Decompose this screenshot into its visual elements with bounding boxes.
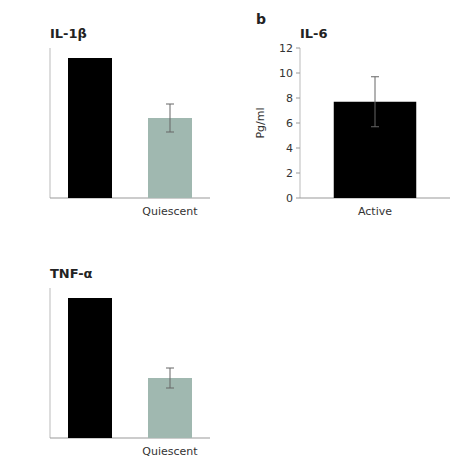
y-tick-label: 4 xyxy=(286,142,293,155)
panel-title: IL-1β xyxy=(50,26,87,41)
error-cap xyxy=(166,132,174,133)
chart-svg: Quiescent IL-1β 0 2 4 6 8 10 12 Pg/ml Active IL-6 b Q… xyxy=(0,0,474,474)
error-bar xyxy=(166,104,174,132)
error-cap xyxy=(371,76,379,77)
panel: Quiescent TNF-α xyxy=(50,266,210,458)
bar xyxy=(68,298,112,438)
panel-label: b xyxy=(256,11,266,27)
y-tick-label: 10 xyxy=(279,67,293,80)
y-tick xyxy=(296,73,300,74)
y-tick-label: 0 xyxy=(286,192,293,205)
error-cap xyxy=(371,126,379,127)
x-tick-label: Quiescent xyxy=(142,205,198,218)
panel-title: IL-6 xyxy=(300,26,328,41)
error-line xyxy=(170,368,171,388)
y-tick xyxy=(296,148,300,149)
y-axis-line xyxy=(50,288,51,438)
y-tick-label: 6 xyxy=(286,117,293,130)
error-line xyxy=(375,77,376,127)
marks xyxy=(334,77,417,198)
y-tick xyxy=(296,98,300,99)
y-tick-label: 8 xyxy=(286,92,293,105)
error-cap xyxy=(166,368,174,369)
y-tick xyxy=(296,123,300,124)
marks xyxy=(68,58,192,198)
chart-container: Quiescent IL-1β 0 2 4 6 8 10 12 Pg/ml Active IL-6 b Q… xyxy=(0,0,474,474)
y-axis-label: Pg/ml xyxy=(254,107,267,138)
marks xyxy=(68,298,192,438)
x-tick-label: Active xyxy=(358,205,392,218)
y-tick-label: 12 xyxy=(279,42,293,55)
bar xyxy=(68,58,112,198)
y-tick-label: 2 xyxy=(286,167,293,180)
y-tick xyxy=(296,48,300,49)
y-axis-line xyxy=(50,48,51,198)
error-cap xyxy=(166,388,174,389)
panel-title: TNF-α xyxy=(50,266,93,281)
panel: 0 2 4 6 8 10 12 Pg/ml Active IL-6 b xyxy=(254,11,450,218)
error-line xyxy=(170,104,171,132)
y-tick xyxy=(296,198,300,199)
panel: Quiescent IL-1β xyxy=(50,26,210,218)
error-cap xyxy=(166,104,174,105)
error-bar xyxy=(166,368,174,388)
y-tick xyxy=(296,173,300,174)
error-bar xyxy=(371,77,379,127)
x-tick-label: Quiescent xyxy=(142,445,198,458)
